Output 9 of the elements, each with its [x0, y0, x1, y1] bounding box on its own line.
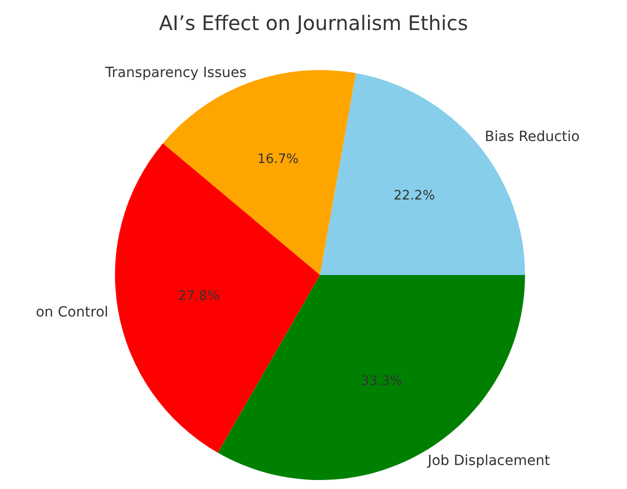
slice-label: Job Displacement — [426, 453, 550, 470]
data-label: 27.8% — [178, 289, 220, 304]
data-label: 33.3% — [360, 374, 402, 389]
data-label: 16.7% — [257, 152, 299, 167]
chart-title: AI’s Effect on Journalism Ethics — [158, 11, 468, 35]
slice-label: Transparency Issues — [104, 64, 247, 81]
data-label: 22.2% — [394, 188, 435, 204]
slice-label: on Control — [36, 304, 108, 321]
slice-label: Bias Reductio — [484, 128, 580, 145]
